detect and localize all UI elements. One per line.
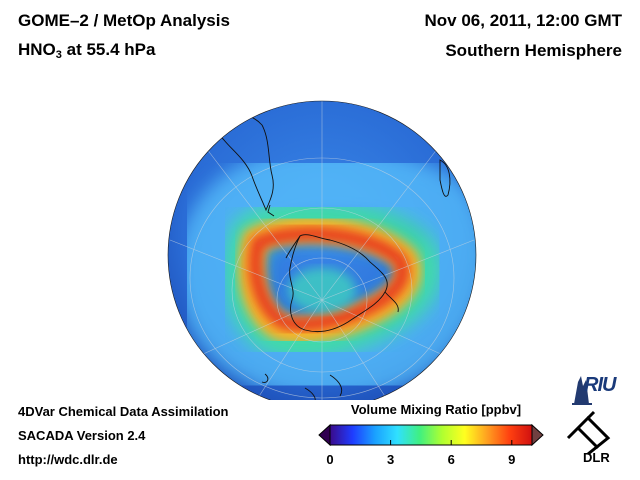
method-label: 4DVar Chemical Data Assimilation <box>18 404 229 419</box>
species-subscript: 3 <box>55 49 62 61</box>
riu-logo-mark <box>572 376 592 405</box>
colorbar-gradient <box>329 424 533 446</box>
url-link[interactable]: http://wdc.dlr.de <box>18 452 118 467</box>
coastlines <box>215 113 451 400</box>
version-label: SACADA Version 2.4 <box>18 428 146 443</box>
colorbar <box>318 423 544 447</box>
colorbar-title: Volume Mixing Ratio [ppbv] <box>350 402 522 417</box>
colorbar-max-arrow <box>531 423 544 447</box>
colorbar-tick-label: 9 <box>508 452 516 467</box>
datetime-label: Nov 06, 2011, 12:00 GMT <box>424 11 623 30</box>
colorbar-tick-label: 6 <box>447 452 455 467</box>
pressure-level: at 55.4 hPa <box>61 40 156 59</box>
globe-outline <box>167 100 477 400</box>
dlr-logo-mark <box>566 410 611 454</box>
colorbar-tick-label: 3 <box>386 452 395 467</box>
hemisphere-map <box>167 100 477 400</box>
graticule <box>169 101 475 400</box>
species-level-label: HNO3 at 55.4 hPa <box>18 40 156 61</box>
concentration-field <box>176 146 476 400</box>
riu-logo: RIU <box>584 374 616 396</box>
colorbar-min-arrow <box>318 423 331 447</box>
colorbar-tick-label: 0 <box>326 452 334 467</box>
region-label: Southern Hemisphere <box>445 41 622 60</box>
analysis-title: GOME–2 / MetOp Analysis <box>18 11 230 30</box>
dlr-logo: DLR <box>583 450 610 465</box>
species-name: HNO <box>18 40 56 59</box>
